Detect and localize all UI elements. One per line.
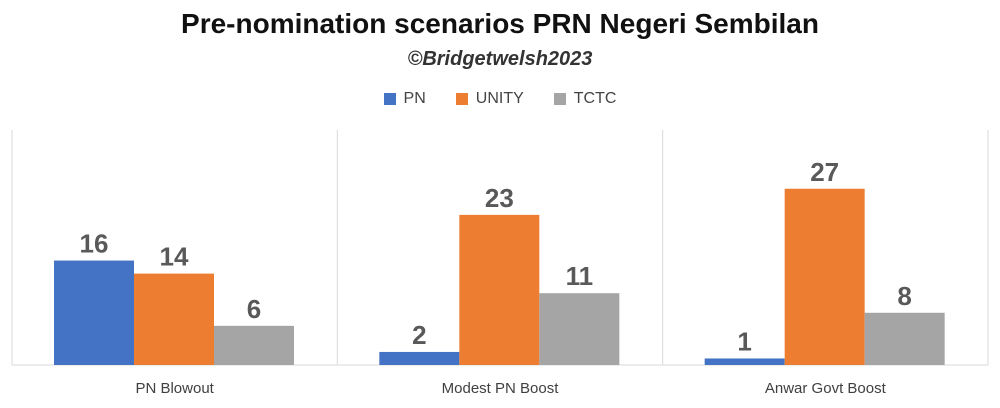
bar-pn-1: [54, 260, 134, 365]
data-label-tctc-3: 8: [897, 281, 911, 311]
legend-swatch-pn: [383, 93, 396, 105]
data-label-tctc-2: 11: [566, 261, 594, 291]
legend-label-pn: PN: [403, 90, 426, 107]
legend-swatch-tctc: [553, 93, 566, 105]
bar-pn-2: [379, 351, 460, 365]
data-label-pn-3: 1: [737, 326, 751, 356]
bar-pn-3: [704, 358, 785, 365]
data-label-unity-2: 23: [485, 183, 514, 213]
legend-item-unity: UNITY: [455, 90, 524, 108]
bar-tctc-1: [214, 325, 294, 365]
category-label-2: Modest PN Boost: [442, 380, 560, 397]
legend-swatch-unity: [455, 93, 468, 105]
bar-unity-2: [459, 214, 540, 365]
legend-item-pn: PN: [383, 90, 426, 108]
data-label-pn-1: 16: [80, 229, 109, 259]
data-label-unity-3: 27: [810, 157, 839, 187]
category-label-1: PN Blowout: [135, 380, 214, 397]
bar-unity-1: [134, 273, 214, 365]
chart-title: Pre-nomination scenarios PRN Negeri Semb…: [181, 8, 819, 39]
legend-label-unity: UNITY: [475, 90, 524, 107]
bar-tctc-3: [864, 312, 945, 365]
data-label-pn-2: 2: [412, 320, 426, 350]
bar-tctc-2: [539, 293, 620, 365]
data-label-unity-1: 14: [160, 242, 189, 272]
legend-label-tctc: TCTC: [573, 90, 617, 107]
chart-subtitle: ©Bridgetwelsh2023: [407, 48, 593, 70]
category-label-3: Anwar Govt Boost: [765, 380, 887, 397]
chart-legend: PN UNITY TCTC: [0, 90, 1000, 108]
data-label-tctc-1: 6: [247, 294, 261, 324]
legend-item-tctc: TCTC: [553, 90, 617, 108]
bar-unity-3: [784, 188, 865, 365]
